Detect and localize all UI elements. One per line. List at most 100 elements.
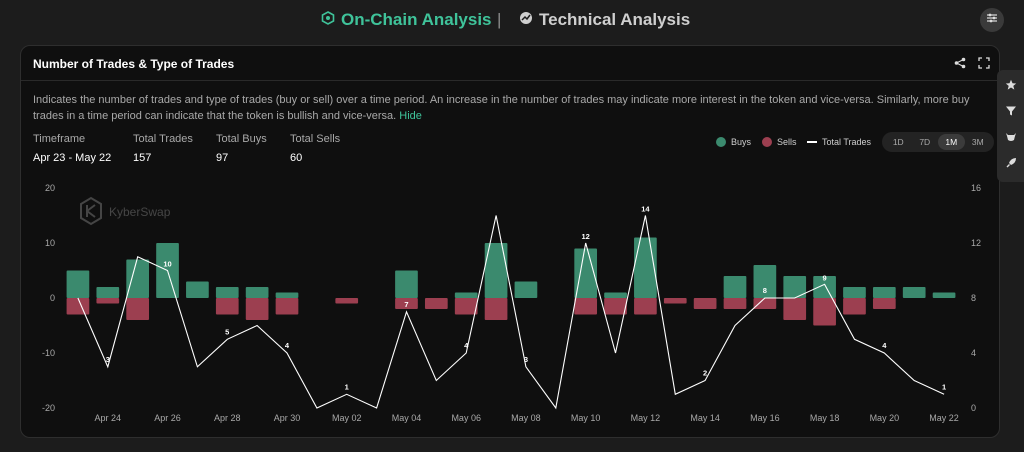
x-axis-tick-label: May 04	[392, 413, 422, 423]
left-axis-tick-label: 20	[45, 183, 55, 193]
left-axis-tick-label: 0	[50, 293, 55, 303]
data-point-label: 3	[524, 355, 528, 364]
kyberswap-watermark: KyberSwap	[80, 196, 171, 226]
legend-total-trades[interactable]: Total Trades	[807, 137, 871, 147]
stat-total-buys-label: Total Buys	[216, 133, 267, 145]
data-point-label: 7	[404, 300, 408, 309]
sells-bar	[96, 298, 120, 304]
sells-bar	[574, 298, 598, 315]
stat-total-sells-value: 60	[290, 152, 303, 164]
data-point-label: 9	[823, 273, 827, 282]
buys-bar	[66, 270, 90, 298]
buys-bar	[395, 270, 418, 298]
x-axis-tick-label: May 20	[870, 413, 900, 423]
hide-description-link[interactable]: Hide	[399, 110, 422, 122]
timeframe-1m-button[interactable]: 1M	[938, 134, 965, 150]
trades-card: Number of Trades & Type of Trades Indica…	[20, 45, 1000, 438]
data-point-label: 1	[942, 382, 946, 391]
x-axis-tick-label: Apr 24	[95, 413, 122, 423]
description-text: Indicates the number of trades and type …	[33, 94, 970, 122]
sells-bar	[395, 298, 418, 309]
sells-swatch	[762, 137, 772, 147]
total-trades-line	[77, 215, 945, 410]
x-axis-tick-label: May 22	[929, 413, 959, 423]
x-axis-tick-label: May 08	[511, 413, 541, 423]
tab-on-chain-analysis[interactable]: On-Chain Analysis	[321, 10, 492, 30]
x-axis-tick-label: May 14	[690, 413, 720, 423]
legend-total-label: Total Trades	[822, 137, 872, 147]
top-navigation: On-Chain Analysis | Technical Analysis	[0, 0, 1024, 40]
data-point-label: 10	[163, 260, 171, 269]
sells-bar	[335, 298, 359, 304]
sells-bar	[484, 298, 508, 320]
data-point-label: 12	[581, 232, 589, 241]
stat-total-buys-value: 97	[216, 152, 229, 164]
data-point-label: 14	[641, 205, 650, 214]
right-axis-tick-label: 0	[971, 403, 976, 413]
buys-bar	[574, 248, 598, 298]
buys-bar	[723, 276, 747, 298]
star-icon[interactable]	[1005, 78, 1017, 96]
settings-button[interactable]	[980, 8, 1004, 32]
sells-bar	[783, 298, 807, 320]
data-point-label: 4	[882, 341, 887, 350]
stat-timeframe: Timeframe Apr 23 - May 22	[33, 133, 111, 164]
timeframe-selector: 1D 7D 1M 3M	[882, 132, 994, 152]
sells-bar	[275, 298, 299, 315]
timeframe-1d-button[interactable]: 1D	[892, 137, 904, 147]
sells-bar	[723, 298, 747, 309]
fullscreen-icon[interactable]	[977, 56, 991, 70]
buys-bar	[126, 259, 150, 298]
card-title: Number of Trades & Type of Trades	[33, 57, 235, 71]
on-chain-icon	[321, 10, 335, 30]
right-axis-tick-label: 8	[971, 293, 976, 303]
stat-total-trades-value: 157	[133, 152, 152, 164]
total-trades-swatch	[807, 141, 817, 143]
x-axis-tick-label: May 10	[571, 413, 601, 423]
sells-bar	[753, 298, 777, 309]
filter-icon[interactable]	[1005, 104, 1017, 122]
legend-sells-label: Sells	[777, 137, 797, 147]
x-axis-tick-label: May 12	[631, 413, 661, 423]
buys-bar	[484, 243, 508, 298]
x-axis-tick-label: Apr 30	[274, 413, 301, 423]
data-point-label: 4	[464, 341, 469, 350]
x-axis-tick-label: May 18	[810, 413, 840, 423]
sells-bar	[126, 298, 150, 320]
legend-sells[interactable]: Sells	[762, 137, 797, 147]
buys-bar	[454, 292, 478, 298]
sells-bar	[215, 298, 239, 315]
sells-bar	[843, 298, 866, 315]
buys-bar	[604, 292, 627, 298]
sells-bar	[872, 298, 896, 309]
x-axis-tick-label: May 02	[332, 413, 362, 423]
right-axis-tick-label: 16	[971, 183, 981, 193]
sells-bar	[634, 298, 657, 315]
stat-total-trades: Total Trades 157	[133, 133, 193, 164]
sells-bar	[424, 298, 448, 309]
timeframe-3m-button[interactable]: 3M	[971, 137, 984, 147]
rocket-icon[interactable]	[1005, 156, 1017, 174]
tab-technical-analysis[interactable]: Technical Analysis	[519, 10, 690, 30]
x-axis-tick-label: Apr 28	[214, 413, 241, 423]
kyberswap-logo-icon	[80, 196, 102, 226]
data-point-label: 3	[106, 355, 110, 364]
legend-buys[interactable]: Buys	[716, 137, 751, 147]
buys-bar	[215, 287, 239, 298]
share-icon[interactable]	[953, 56, 967, 70]
buys-bar	[275, 292, 299, 298]
data-point-label: 4	[285, 341, 290, 350]
sliders-icon	[986, 11, 998, 29]
sells-bar	[693, 298, 717, 309]
data-point-label: 5	[225, 327, 229, 336]
timeframe-7d-button[interactable]: 7D	[919, 137, 931, 147]
left-axis-tick-label: -10	[42, 348, 55, 358]
right-axis-tick-label: 4	[971, 348, 976, 358]
right-axis-tick-label: 12	[971, 238, 981, 248]
side-toolbar	[997, 70, 1024, 182]
buys-bar	[843, 287, 866, 298]
bull-icon[interactable]	[1005, 130, 1017, 148]
card-description: Indicates the number of trades and type …	[33, 92, 993, 124]
data-point-label: 8	[763, 286, 767, 295]
stat-total-sells-label: Total Sells	[290, 133, 341, 145]
